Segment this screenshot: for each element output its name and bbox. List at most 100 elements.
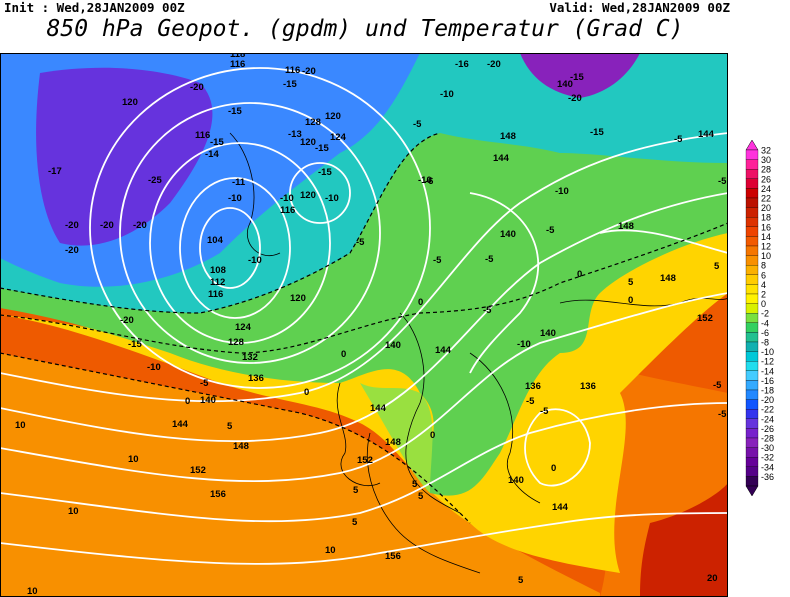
temp-label: -15	[318, 167, 332, 178]
temp-label: -14	[205, 149, 219, 160]
temp-label: -17	[48, 166, 62, 177]
temp-label: -5	[540, 406, 549, 417]
colorbar-arrow-top	[745, 140, 759, 151]
colorbar-label: 18	[761, 213, 771, 223]
colorbar-swatch	[745, 409, 759, 419]
colorbar-label: -20	[761, 395, 774, 405]
colorbar-swatch	[745, 437, 759, 448]
colorbar-swatch	[745, 255, 759, 266]
colorbar-swatch	[745, 245, 759, 256]
temp-label: 20	[707, 573, 718, 584]
temp-label: -5	[356, 237, 365, 248]
temp-label: -6	[425, 176, 433, 187]
gp-label: 140	[508, 475, 524, 486]
colorbar-label: 20	[761, 203, 771, 213]
gp-label: 128	[228, 337, 244, 348]
colorbar-swatch	[745, 284, 759, 295]
temp-label: 5	[628, 277, 634, 288]
colorbar-swatch	[745, 293, 759, 304]
temp-label: 5	[418, 491, 424, 502]
gp-label: 152	[697, 313, 713, 324]
gp-label: 140	[500, 229, 516, 240]
colorbar-swatch	[745, 351, 759, 362]
colorbar-swatch	[745, 399, 759, 410]
temperature-field-purple	[520, 53, 640, 98]
colorbar-swatch	[745, 466, 759, 477]
colorbar-swatch	[745, 476, 759, 487]
gp-label: 128	[305, 117, 321, 128]
temp-label: -20	[100, 220, 114, 231]
colorbar-swatch	[745, 265, 759, 275]
colorbar-label: -30	[761, 443, 774, 453]
temp-label: -10	[147, 362, 161, 373]
gp-label: 116	[280, 205, 295, 216]
temp-label: -5	[485, 254, 494, 265]
colorbar-swatch	[745, 178, 759, 189]
gp-label: 120	[122, 97, 138, 108]
temp-label: 0	[418, 297, 423, 308]
gp-label: 144	[493, 153, 510, 164]
temp-label: -10	[517, 339, 531, 350]
colorbar-label: -12	[761, 357, 774, 367]
gp-label: 148	[233, 441, 249, 452]
colorbar-swatch	[745, 226, 759, 237]
colorbar-label: -32	[761, 453, 774, 463]
gp-label: 152	[190, 465, 206, 476]
colorbar-label: -8	[761, 338, 769, 348]
temp-label: 10	[15, 420, 26, 431]
gp-label: 124	[235, 322, 252, 333]
colorbar-swatch	[745, 159, 759, 170]
colorbar-swatch	[745, 332, 759, 343]
temperature-colorbar: 32302826242220181614121086420-2-4-6-8-10…	[745, 140, 774, 497]
temp-label: -5	[674, 134, 683, 145]
gp-label: 104	[207, 235, 224, 246]
map-title: 850 hPa Geopot. (gpdm) und Temperatur (G…	[46, 16, 684, 42]
gp-label: 108	[210, 265, 226, 276]
temp-label: -20	[65, 245, 79, 256]
colorbar-label: -36	[761, 472, 774, 482]
gp-label: 116	[230, 59, 245, 70]
temp-label: -10	[228, 193, 242, 204]
colorbar-swatch	[745, 149, 759, 160]
temp-label: 10	[325, 545, 336, 556]
temp-label: -20	[568, 93, 582, 104]
gp-label: 120	[290, 293, 306, 304]
temp-label: -20	[65, 220, 79, 231]
colorbar-swatch	[745, 389, 759, 400]
colorbar-label: -24	[761, 414, 774, 424]
temp-label: 5	[227, 421, 233, 432]
colorbar-label: 32	[761, 146, 771, 156]
temp-label: -5	[546, 225, 555, 236]
temperature-field-dark-east	[640, 483, 728, 597]
colorbar-swatches	[745, 140, 759, 497]
temp-label: 0	[430, 430, 435, 441]
gp-label: 140	[200, 395, 216, 406]
temp-label: -5	[718, 409, 727, 420]
temp-label: 5	[352, 517, 358, 528]
gp-label: 144	[172, 419, 189, 430]
temp-label: 5	[714, 261, 720, 272]
colorbar-swatch	[745, 197, 759, 208]
colorbar-label: -26	[761, 424, 774, 434]
gp-label: 156	[385, 551, 401, 562]
gp-label: 148	[500, 131, 516, 142]
temp-label: -5	[713, 380, 722, 391]
gp-label: 144	[698, 129, 715, 140]
colorbar-swatch	[745, 322, 759, 333]
colorbar-label: 28	[761, 165, 771, 175]
colorbar-swatch	[745, 457, 759, 467]
temperature-field-orange	[0, 353, 600, 597]
temp-label: -20	[190, 82, 204, 93]
temp-label: -15	[590, 127, 604, 138]
gp-label: 152	[357, 455, 373, 466]
gp-label: 144	[435, 345, 452, 356]
temp-label: -10	[418, 175, 432, 186]
gp-label: 148	[660, 273, 676, 284]
temp-label: -20	[120, 315, 134, 326]
valid-time: Valid: Wed,28JAN2009 00Z	[549, 0, 730, 15]
colorbar-swatch	[745, 236, 759, 247]
colorbar-labels: 32302826242220181614121086420-2-4-6-8-10…	[761, 146, 774, 482]
colorbar-label: -22	[761, 405, 774, 415]
temp-label: 0	[577, 269, 582, 280]
geopotential-labels: 104 108 112 116 116 116 116 116 118 120 …	[122, 53, 715, 562]
